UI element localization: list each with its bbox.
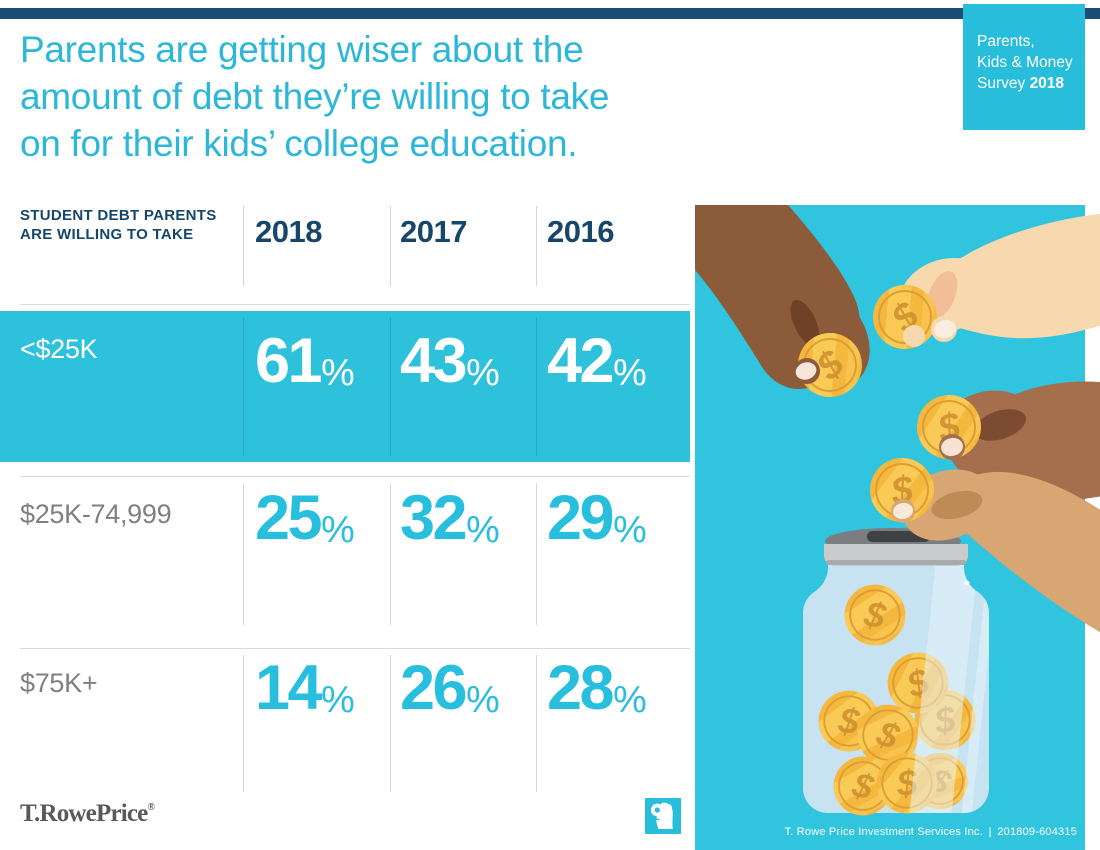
- row-separator: [20, 304, 690, 305]
- row-label: $25K-74,999: [20, 499, 172, 529]
- column-divider: [390, 655, 391, 792]
- column-divider: [390, 483, 391, 625]
- value-number: 43: [400, 326, 468, 396]
- value-cell: 29%: [547, 487, 647, 550]
- title-line-1: Parents are getting wiser about the: [20, 29, 584, 70]
- row-label: <$25K: [20, 334, 98, 364]
- legal-disclaimer: T. Rowe Price Investment Services Inc. |…: [784, 826, 1077, 838]
- thumb-shadow: [790, 299, 820, 347]
- column-divider: [536, 317, 537, 456]
- hand-tan: [902, 469, 1100, 633]
- value-number: 42: [547, 326, 615, 396]
- value-cell: 25%: [255, 487, 355, 550]
- badge-line-1: Parents,: [977, 33, 1035, 50]
- value-cell: 28%: [547, 657, 647, 720]
- row-label: $75K+: [20, 668, 98, 698]
- hands-coins-jar-illustration: $: [695, 205, 1100, 850]
- sparkle-icon: [964, 580, 970, 586]
- survey-badge: Parents, Kids & Money Survey 2018: [963, 4, 1085, 130]
- badge-line-3: Survey: [977, 75, 1030, 92]
- thumb-shadow: [973, 409, 1027, 441]
- percent-sign: %: [321, 509, 355, 552]
- top-accent-bar: [0, 8, 1100, 19]
- value-number: 61: [255, 326, 323, 396]
- title-line-3: on for their kids’ college education.: [20, 123, 578, 164]
- percent-sign: %: [613, 509, 647, 552]
- column-header-2017: 2017: [400, 214, 467, 249]
- ram-logo-tile: [645, 798, 681, 834]
- column-divider: [243, 206, 244, 286]
- percent-sign: %: [613, 352, 647, 395]
- percent-sign: %: [466, 352, 500, 395]
- percent-sign: %: [613, 679, 647, 722]
- fingernail: [941, 437, 963, 457]
- value-cell: 26%: [400, 657, 500, 720]
- value-number: 28: [547, 653, 615, 723]
- title-line-2: amount of debt they’re willing to take: [20, 76, 610, 117]
- t-rowe-price-wordmark: T.RowePrice®: [20, 800, 155, 828]
- row-header-line-2: ARE WILLING TO TAKE: [20, 225, 194, 243]
- row-header-line-1: STUDENT DEBT PARENTS: [20, 207, 217, 224]
- highlighted-row-band: [0, 311, 690, 462]
- value-cell: 42%: [547, 330, 647, 393]
- row-separator: [20, 648, 690, 649]
- column-divider: [536, 206, 537, 286]
- value-number: 25: [255, 483, 323, 553]
- value-number: 32: [400, 483, 468, 553]
- value-number: 29: [547, 483, 615, 553]
- fingernail: [893, 502, 913, 520]
- value-cell: 61%: [255, 330, 355, 393]
- percent-sign: %: [466, 509, 500, 552]
- percent-sign: %: [321, 679, 355, 722]
- illustration-panel: $: [695, 205, 1100, 850]
- finger-shade: [931, 490, 983, 520]
- column-divider: [243, 483, 244, 625]
- page-title: Parents are getting wiser about the amou…: [20, 26, 740, 167]
- badge-line-2: Kids & Money: [977, 54, 1073, 71]
- ram-icon: [650, 802, 673, 829]
- value-cell: 43%: [400, 330, 500, 393]
- registered-mark: ®: [147, 801, 155, 813]
- fingernail: [795, 362, 817, 380]
- column-divider: [243, 655, 244, 792]
- fingertip: [903, 325, 925, 347]
- column-header-2016: 2016: [547, 214, 614, 249]
- fingernail: [934, 319, 956, 339]
- column-divider: [390, 206, 391, 286]
- value-cell: 32%: [400, 487, 500, 550]
- jar-lid-lip: [826, 560, 966, 565]
- column-divider: [243, 317, 244, 456]
- column-divider: [536, 655, 537, 792]
- logo-text: T.RowePrice: [20, 800, 148, 827]
- column-divider: [390, 317, 391, 456]
- savings-jar: [802, 528, 1000, 836]
- column-header-2018: 2018: [255, 214, 322, 249]
- percent-sign: %: [321, 352, 355, 395]
- glass-highlight: [908, 562, 989, 813]
- percent-sign: %: [466, 679, 500, 722]
- badge-year: 2018: [1029, 75, 1065, 92]
- value-cell: 14%: [255, 657, 355, 720]
- table-row-header: STUDENT DEBT PARENTS ARE WILLING TO TAKE: [20, 207, 217, 244]
- value-number: 14: [255, 653, 323, 723]
- row-separator: [20, 476, 690, 477]
- value-number: 26: [400, 653, 468, 723]
- column-divider: [536, 483, 537, 625]
